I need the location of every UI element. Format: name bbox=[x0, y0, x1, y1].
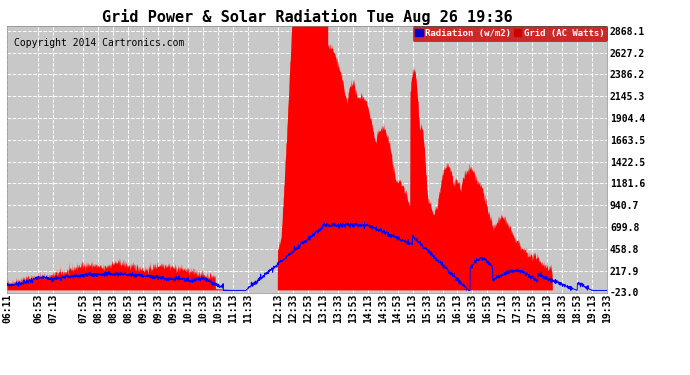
Legend: Radiation (w/m2), Grid (AC Watts): Radiation (w/m2), Grid (AC Watts) bbox=[413, 26, 607, 40]
Text: Copyright 2014 Cartronics.com: Copyright 2014 Cartronics.com bbox=[14, 38, 184, 48]
Title: Grid Power & Solar Radiation Tue Aug 26 19:36: Grid Power & Solar Radiation Tue Aug 26 … bbox=[101, 9, 513, 25]
